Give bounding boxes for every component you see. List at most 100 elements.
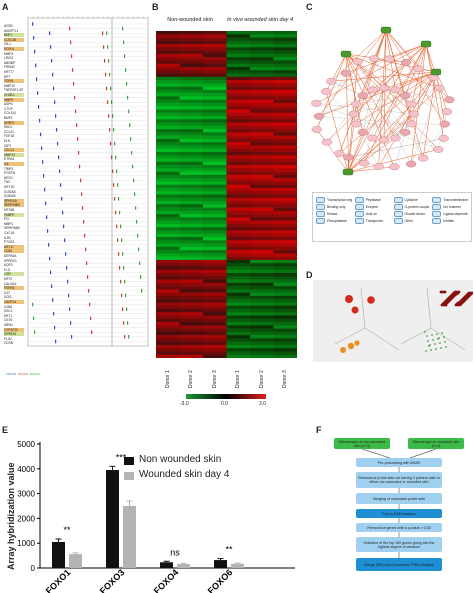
- heatmap-cell: [226, 73, 251, 78]
- network-node: [434, 84, 445, 92]
- heatmap-cell: [179, 135, 204, 140]
- pca-point: [435, 348, 437, 350]
- heatmap-cell: [156, 116, 180, 120]
- heatmap-cell: [156, 253, 180, 257]
- heatmap-cell: [250, 302, 274, 306]
- heatmap-cell: [156, 86, 180, 91]
- heatmap-cell: [226, 34, 251, 38]
- heatmap-cell: [156, 178, 180, 182]
- heatmap-cell: [179, 289, 204, 293]
- heatmap-cell: [250, 351, 274, 356]
- gene-label: TNC: [4, 180, 11, 185]
- binding-site-mark: [41, 146, 43, 150]
- heatmap-cell: [203, 243, 227, 248]
- heatmap-cell: [203, 204, 227, 208]
- heatmap-cell: [156, 276, 180, 280]
- heatmap-cell: [273, 86, 298, 91]
- legend-text: Transcription regulator: [327, 197, 352, 202]
- heatmap-cell: [250, 266, 274, 271]
- legend-shape-icon: [393, 204, 403, 210]
- binding-site-mark: [47, 229, 49, 233]
- binding-site-mark: [129, 123, 131, 127]
- heatmap-cell: [156, 197, 180, 202]
- heatmap-cell: [156, 341, 180, 346]
- heatmap-cell: [273, 253, 298, 257]
- heatmap-cell: [273, 233, 298, 238]
- heatmap-cell: [250, 151, 274, 156]
- heatmap-cell: [203, 282, 227, 287]
- heatmap-cell: [226, 89, 251, 94]
- binding-site-mark: [39, 118, 41, 123]
- heatmap-cell: [156, 73, 180, 78]
- heatmap-cell: [179, 325, 204, 329]
- heatmap-cell: [226, 253, 251, 257]
- heatmap-cell: [203, 250, 227, 254]
- gene-label: NRG1: [4, 175, 13, 180]
- pca-point: [430, 349, 432, 351]
- heatmap-cell: [156, 80, 180, 84]
- pca-point: [444, 341, 446, 343]
- heatmap-cell: [156, 246, 180, 251]
- heatmap-cell: [203, 187, 227, 192]
- heatmap-cell: [250, 272, 274, 277]
- heatmap-cell: [226, 70, 251, 74]
- heatmap-cell: [226, 174, 251, 179]
- network-node: [400, 59, 412, 66]
- heatmap-cell: [179, 191, 204, 195]
- gene-label: COL1A1: [4, 111, 17, 116]
- heatmap-cell: [273, 171, 298, 176]
- gene-label: DKK2: [4, 125, 13, 130]
- heatmap-cell: [179, 106, 204, 110]
- heatmap-cell: [203, 201, 227, 205]
- gene-label: FREM2: [4, 65, 15, 70]
- heatmap-cell: [273, 132, 298, 136]
- heatmap-cell: [226, 282, 251, 287]
- y-tick-label: 1000: [17, 539, 35, 548]
- heatmap-cell: [273, 344, 298, 349]
- heatmap-cell: [250, 204, 274, 208]
- heatmap-cell: [156, 168, 180, 172]
- heatmap-cell: [226, 60, 251, 64]
- heatmap-cell: [250, 184, 274, 189]
- heatmap-cell: [156, 227, 180, 231]
- heatmap-cell: [273, 214, 298, 218]
- heatmap-cell: [203, 220, 227, 225]
- binding-site-mark: [59, 169, 61, 173]
- heatmap-cell: [203, 269, 227, 274]
- heatmap-cell: [156, 214, 180, 218]
- legend-shape-icon: [432, 211, 442, 217]
- heatmap-cell: [250, 161, 274, 166]
- heatmap-cell: [179, 305, 204, 310]
- flow-step: Put on SAM analysis: [356, 509, 442, 518]
- network-node: [367, 134, 378, 142]
- heatmap-cell: [273, 165, 298, 169]
- heatmap-cell: [226, 66, 251, 71]
- heatmap-cell: [179, 53, 204, 58]
- heatmap-cell: [250, 40, 274, 45]
- network-node: [378, 84, 390, 92]
- gene-label: FABP5: [4, 212, 24, 217]
- tfbs-track-plot: [27, 16, 149, 347]
- binding-site-mark: [33, 316, 35, 321]
- flow-step: Microarrays on non-wounded skin (n=3): [334, 438, 390, 449]
- heatmap-cell: [203, 256, 227, 261]
- heatmap-cell: [273, 220, 298, 225]
- pca-point: [347, 342, 355, 350]
- heatmap-cell: [226, 102, 251, 107]
- gene-label: KRT6B: [4, 208, 15, 212]
- network-node: [400, 92, 411, 99]
- binding-site-mark: [56, 128, 58, 132]
- heatmap-cell: [226, 318, 251, 323]
- scale-max-label: 3.0: [259, 401, 266, 407]
- expression-heatmap: [156, 31, 298, 363]
- gene-label: AGR2: [4, 24, 13, 28]
- heatmap-cell: [156, 220, 180, 225]
- heatmap-cell: [156, 83, 180, 87]
- network-node: [334, 150, 345, 157]
- binding-site-mark: [124, 279, 126, 284]
- heatmap-cell: [156, 53, 180, 58]
- heatmap-cell: [273, 112, 298, 117]
- heatmap-cell: [226, 214, 251, 218]
- heatmap-cell: [273, 184, 298, 189]
- heatmap-cell: [226, 80, 251, 84]
